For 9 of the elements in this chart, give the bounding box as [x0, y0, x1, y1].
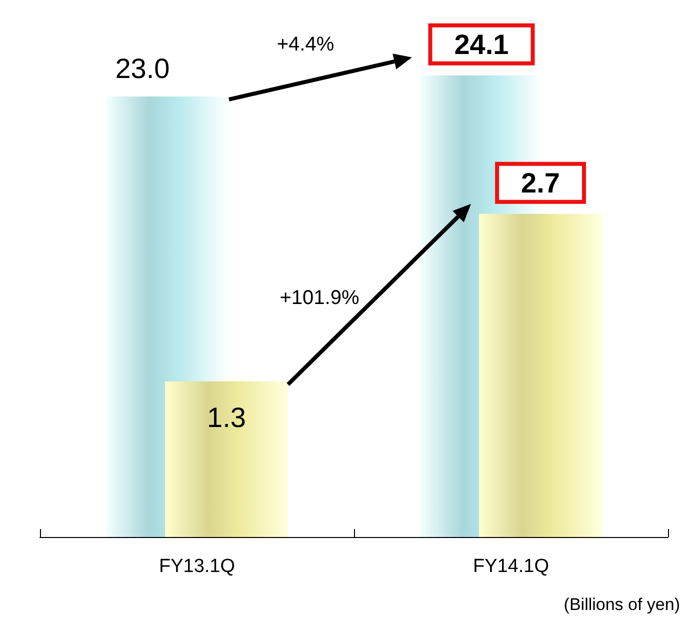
text: +4.4% — [276, 33, 334, 56]
annotation: +101.9% — [280, 287, 360, 310]
x-tick-label: FY14.1Q — [472, 556, 550, 577]
data-label: 1.3 — [207, 402, 246, 433]
text: (Billions of yen) — [564, 595, 680, 614]
x-tick-label: FY13.1Q — [158, 556, 236, 577]
data-label: 2.7 — [521, 167, 560, 198]
data-label: 23.0 — [115, 52, 170, 84]
data-label: 24.1 — [454, 28, 509, 60]
